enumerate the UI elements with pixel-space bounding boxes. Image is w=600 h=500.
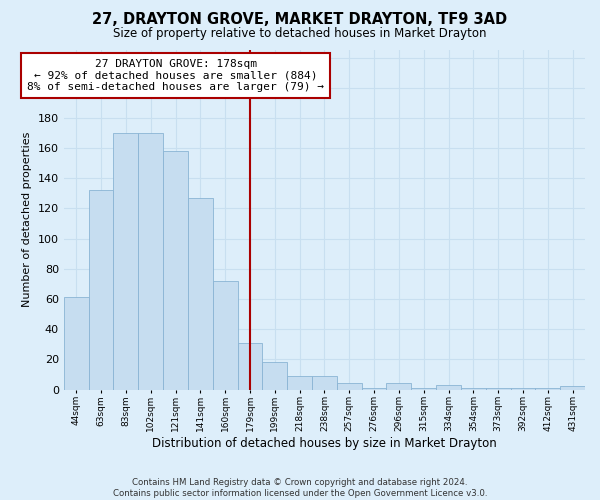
Bar xyxy=(362,388,386,390)
Text: Size of property relative to detached houses in Market Drayton: Size of property relative to detached ho… xyxy=(113,28,487,40)
Bar xyxy=(411,388,436,390)
Bar xyxy=(89,190,113,390)
Y-axis label: Number of detached properties: Number of detached properties xyxy=(22,132,32,308)
Bar xyxy=(64,298,89,390)
Bar xyxy=(386,384,411,390)
Bar xyxy=(486,388,511,390)
Bar xyxy=(436,385,461,390)
Bar xyxy=(188,198,213,390)
X-axis label: Distribution of detached houses by size in Market Drayton: Distribution of detached houses by size … xyxy=(152,437,497,450)
Bar xyxy=(213,281,238,390)
Bar xyxy=(113,133,139,390)
Bar xyxy=(287,376,312,390)
Bar xyxy=(337,384,362,390)
Text: 27 DRAYTON GROVE: 178sqm
← 92% of detached houses are smaller (884)
8% of semi-d: 27 DRAYTON GROVE: 178sqm ← 92% of detach… xyxy=(27,59,324,92)
Bar xyxy=(262,362,287,390)
Bar xyxy=(312,376,337,390)
Bar xyxy=(560,386,585,390)
Bar xyxy=(163,151,188,390)
Text: 27, DRAYTON GROVE, MARKET DRAYTON, TF9 3AD: 27, DRAYTON GROVE, MARKET DRAYTON, TF9 3… xyxy=(92,12,508,28)
Bar xyxy=(535,388,560,390)
Text: Contains HM Land Registry data © Crown copyright and database right 2024.
Contai: Contains HM Land Registry data © Crown c… xyxy=(113,478,487,498)
Bar xyxy=(139,133,163,390)
Bar xyxy=(511,388,535,390)
Bar xyxy=(238,342,262,390)
Bar xyxy=(461,388,486,390)
